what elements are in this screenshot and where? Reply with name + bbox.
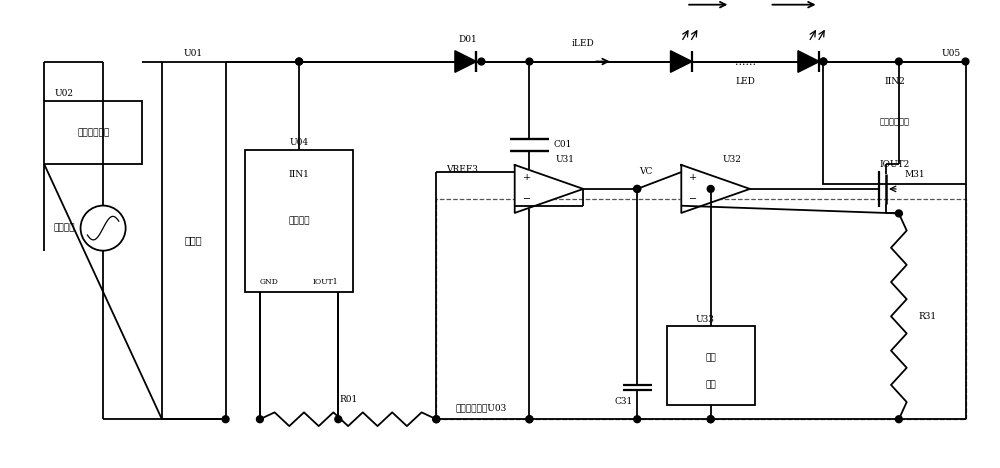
Text: U02: U02: [54, 89, 73, 98]
Circle shape: [296, 58, 303, 65]
Text: 恒流控制电路U03: 恒流控制电路U03: [456, 403, 507, 412]
Text: +: +: [689, 174, 697, 183]
Text: GND: GND: [260, 278, 279, 286]
Text: C01: C01: [554, 140, 572, 149]
Text: U32: U32: [722, 155, 741, 164]
Text: R01: R01: [339, 395, 357, 404]
Circle shape: [634, 185, 641, 192]
Bar: [667, 326, 755, 404]
Circle shape: [707, 416, 714, 423]
Circle shape: [433, 416, 440, 423]
Text: U33: U33: [696, 315, 715, 324]
Circle shape: [962, 58, 969, 65]
Polygon shape: [681, 165, 750, 213]
Text: U01: U01: [184, 49, 203, 58]
Text: IIN1: IIN1: [289, 170, 310, 179]
Text: 整流桥: 整流桥: [185, 236, 203, 245]
Text: U05: U05: [941, 49, 961, 58]
Polygon shape: [455, 51, 476, 72]
Text: −: −: [689, 196, 697, 205]
Text: 交流输入: 交流输入: [53, 224, 75, 233]
Text: M31: M31: [905, 170, 925, 179]
Polygon shape: [798, 51, 819, 72]
Circle shape: [634, 185, 641, 192]
Text: VC: VC: [639, 167, 653, 176]
Text: IOUT2: IOUT2: [879, 160, 910, 169]
Text: −: −: [523, 196, 531, 205]
Text: 可控硅调光器: 可控硅调光器: [77, 128, 109, 137]
Circle shape: [634, 416, 641, 423]
Circle shape: [820, 58, 827, 65]
Bar: [162, 61, 226, 419]
Circle shape: [707, 185, 714, 192]
Text: 钳位: 钳位: [705, 353, 716, 362]
Text: IOUT1: IOUT1: [313, 278, 338, 286]
Circle shape: [478, 58, 485, 65]
Text: 泄放电路: 泄放电路: [288, 216, 310, 225]
Text: 电路: 电路: [705, 380, 716, 389]
Bar: [823, 61, 966, 184]
Polygon shape: [515, 165, 583, 213]
Text: R31: R31: [918, 312, 937, 321]
Circle shape: [895, 58, 902, 65]
Text: D01: D01: [458, 36, 477, 44]
Circle shape: [526, 416, 533, 423]
Bar: [436, 199, 966, 419]
Circle shape: [895, 416, 902, 423]
Text: LED: LED: [735, 77, 755, 86]
Circle shape: [222, 416, 229, 423]
Circle shape: [707, 416, 714, 423]
Text: VLED: VLED: [737, 0, 763, 2]
Text: U04: U04: [289, 139, 308, 147]
Polygon shape: [671, 51, 692, 72]
Circle shape: [526, 58, 533, 65]
Circle shape: [895, 210, 902, 217]
Circle shape: [296, 58, 303, 65]
Circle shape: [433, 416, 440, 423]
Text: ......: ......: [734, 57, 756, 66]
Text: C31: C31: [614, 397, 632, 406]
Circle shape: [526, 416, 533, 423]
Circle shape: [820, 58, 827, 65]
Bar: [245, 150, 353, 292]
Bar: [44, 101, 142, 164]
Text: 纹波消除电路: 纹波消除电路: [879, 119, 909, 127]
Text: U31: U31: [556, 155, 575, 164]
Text: +: +: [523, 174, 531, 183]
Text: IIN2: IIN2: [884, 77, 905, 86]
Text: iLED: iLED: [572, 39, 595, 48]
Text: VREF3: VREF3: [446, 165, 478, 174]
Circle shape: [256, 416, 263, 423]
Circle shape: [335, 416, 342, 423]
